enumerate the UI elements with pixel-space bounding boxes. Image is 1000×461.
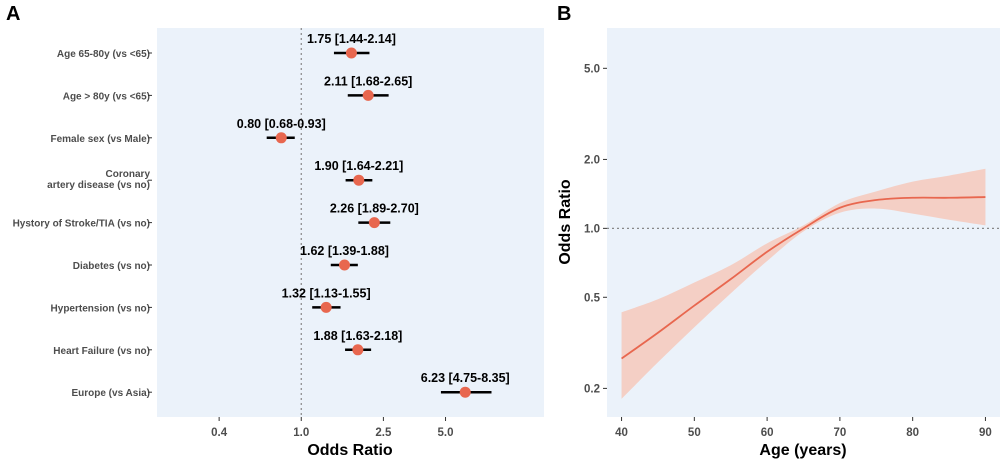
odds-ratio-point [339,259,351,271]
panel-b-x-axis-title: Age (years) [759,442,846,459]
panel-b-y-axis: 0.2 0.5 1.0 2.0 5.0 [584,63,607,395]
panel-b-confidence-band [621,168,986,399]
x-tick-label: 80 [906,427,919,439]
panel-b-letter: B [557,3,571,25]
row-label: Diabetes (vs no) [73,261,150,272]
panel-a-rows: Age 65-80y (vs <65) 1.75 [1.44-2.14] Age >… [13,32,510,399]
odds-ratio-point [368,217,380,229]
x-tick-label: 50 [688,427,701,439]
odds-ratio-point [320,301,332,313]
x-tick-label: 90 [979,427,992,439]
row-label: Coronary [106,169,151,180]
panel-b-y-axis-title: Odds Ratio [557,179,574,265]
x-tick-label: 1.0 [293,427,309,439]
panel-a-x-axis: 0.4 1.0 2.5 5.0 [211,417,454,439]
y-tick-label: 1.0 [584,223,600,235]
odds-ratio-label: 0.80 [0.68-0.93] [237,117,326,131]
row-label: Hystory of Stroke/TIA (vs no) [13,219,150,230]
x-tick-label: 70 [833,427,846,439]
odds-ratio-point [275,132,287,144]
x-tick-label: 0.4 [211,427,228,439]
odds-ratio-label: 2.11 [1.68-2.65] [324,74,412,88]
row-label: Age > 80y (vs <65) [63,91,150,102]
y-tick-label: 2.0 [584,154,600,166]
panel-b-x-axis: 40 50 60 70 80 90 [615,417,992,439]
panel-b-odds-ratio-line [621,196,986,360]
y-tick-label: 0.2 [584,383,600,395]
odds-ratio-label: 1.90 [1.64-2.21] [314,159,403,173]
y-tick-label: 0.5 [584,292,601,304]
row-label: Age 65-80y (vs <65) [57,49,150,60]
panel-b-plot-area [607,28,1000,417]
row-label: Europe (vs Asia) [71,388,150,399]
odds-ratio-label: 1.75 [1.44-2.14] [307,32,396,46]
odds-ratio-point [362,89,374,101]
odds-ratio-point [352,344,364,356]
x-tick-label: 5.0 [438,427,454,439]
panel-a-x-axis-title: Odds Ratio [307,442,393,459]
row-label: Heart Failure (vs no) [53,346,150,357]
odds-ratio-point [353,174,365,186]
odds-ratio-point [459,386,471,398]
odds-ratio-label: 6.23 [4.75-8.35] [421,371,510,385]
x-tick-label: 2.5 [375,427,392,439]
panel-a-plot-area [157,28,544,417]
row-label: Female sex (vs Male) [51,134,151,145]
y-tick-label: 5.0 [584,63,600,75]
odds-ratio-label: 1.32 [1.13-1.55] [282,286,371,300]
row-label: artery disease (vs no) [47,180,150,191]
odds-ratio-label: 1.88 [1.63-2.18] [313,329,402,343]
row-label: Hypertension (vs no) [51,303,150,314]
odds-ratio-point [345,47,357,59]
odds-ratio-label: 1.62 [1.39-1.88] [300,244,389,258]
panel-a-letter: A [6,3,20,25]
odds-ratio-label: 2.26 [1.89-2.70] [330,202,419,216]
x-tick-label: 40 [615,427,628,439]
x-tick-label: 60 [761,427,774,439]
